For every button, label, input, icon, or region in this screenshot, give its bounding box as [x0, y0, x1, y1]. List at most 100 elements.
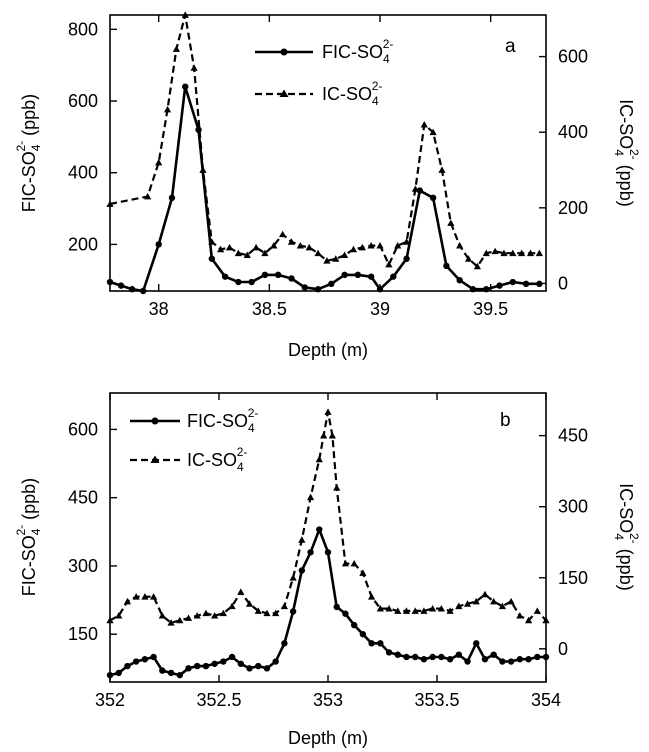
data-point-ic: [245, 600, 254, 607]
data-point-ic: [341, 559, 350, 567]
data-point-ic: [263, 609, 271, 617]
x-tick-label: 38.5: [252, 299, 287, 319]
data-point-fic: [261, 271, 269, 279]
x-axis-b: 352 352.5 353 353.5 354: [95, 393, 561, 710]
data-point-ic: [225, 243, 234, 251]
data-point-fic: [185, 665, 192, 672]
data-point-ic: [411, 607, 419, 614]
data-point-fic: [443, 262, 450, 270]
y-axis-title-right-b: IC-SO42- (ppb): [612, 483, 641, 590]
data-point-fic: [438, 653, 445, 661]
y-axis-left-a: 200 400 600 800: [68, 19, 117, 254]
data-point-ic: [464, 255, 473, 262]
data-point-ic: [332, 255, 340, 262]
panel-a: 38 38.5 39 39.5 200 400 600 800 0 200 400 600 Dep…: [14, 11, 641, 360]
data-point-fic: [316, 526, 323, 533]
y-tick-label-right: 300: [558, 497, 588, 517]
y-tick-label-right: 150: [558, 568, 588, 588]
data-point-ic: [376, 604, 384, 612]
data-point-ic: [385, 604, 393, 612]
data-point-ic: [163, 105, 172, 113]
data-point-ic: [456, 242, 464, 249]
data-point-fic: [525, 656, 532, 663]
x-tick-label: 353.5: [414, 690, 459, 710]
data-point-ic: [446, 607, 454, 614]
data-point-fic: [211, 660, 218, 667]
data-point-ic: [234, 249, 242, 257]
y-tick-label-right: 400: [558, 122, 588, 142]
legend-label-ic-b: IC-SO42-: [187, 445, 247, 474]
data-point-fic: [159, 667, 166, 674]
plot-frame-a: [109, 14, 547, 292]
y-axis-title-left-b: FIC-SO42- (ppb): [14, 478, 43, 596]
x-tick-label: 39: [370, 299, 390, 319]
data-point-ic: [340, 251, 349, 258]
data-point-ic: [315, 455, 323, 463]
data-point-ic: [141, 593, 149, 600]
data-point-fic: [367, 273, 375, 280]
data-point-ic: [358, 243, 366, 251]
data-point-fic: [455, 651, 462, 658]
data-point-fic: [333, 603, 340, 611]
legend-marker-fic-a: [280, 48, 288, 56]
data-point-ic: [261, 249, 269, 257]
series-line-fic: [109, 85, 540, 293]
data-point-ic: [491, 247, 499, 255]
y-tick-label-left: 150: [68, 624, 98, 644]
data-point-ic: [287, 238, 296, 245]
series-lines-b: [109, 410, 547, 677]
data-point-ic: [323, 257, 331, 264]
data-point-fic: [228, 653, 236, 661]
data-point-ic: [482, 249, 490, 257]
legend-b: FIC-SO42- IC-SO42-: [130, 406, 258, 474]
data-point-fic: [255, 662, 262, 670]
data-point-ic: [420, 121, 428, 128]
data-point-fic: [248, 278, 255, 286]
data-point-ic: [429, 128, 437, 136]
data-point-fic: [176, 671, 183, 679]
data-point-ic: [254, 607, 262, 614]
data-point-ic: [542, 616, 550, 624]
data-point-ic: [123, 597, 132, 605]
data-point-ic: [298, 536, 306, 543]
data-point-ic: [324, 408, 332, 415]
data-point-ic: [305, 243, 313, 251]
data-point-ic: [208, 238, 216, 245]
legend-label-fic-a: FIC-SO42-: [322, 37, 393, 66]
data-point-fic: [516, 656, 524, 663]
data-point-ic: [490, 597, 498, 605]
data-point-fic: [509, 278, 517, 286]
y-tick-label-right: 0: [558, 273, 568, 293]
data-point-ic: [518, 249, 526, 257]
data-point-fic: [350, 621, 358, 629]
panel-label-b: b: [500, 410, 511, 431]
data-point-ic: [402, 607, 411, 614]
y-tick-label-left: 200: [68, 234, 98, 254]
data-point-fic: [385, 649, 393, 656]
data-point-ic: [350, 559, 358, 567]
series-points-a: [106, 11, 543, 295]
data-point-ic: [289, 574, 297, 581]
data-point-ic: [438, 166, 446, 173]
legend-a: FIC-SO42- IC-SO42-: [255, 37, 393, 108]
data-point-ic: [279, 230, 287, 238]
x-tick-label: 38: [149, 299, 169, 319]
x-tick-label: 39.5: [473, 299, 508, 319]
data-point-ic: [280, 602, 288, 610]
data-point-fic: [403, 653, 410, 661]
legend-marker-fic-b: [151, 417, 159, 425]
y-axis-right-a: 0 200 400 600: [539, 47, 588, 293]
data-point-fic: [456, 277, 463, 284]
data-point-fic: [390, 273, 397, 280]
data-point-ic: [202, 609, 210, 617]
data-point-ic: [193, 612, 201, 619]
data-point-ic: [385, 260, 393, 268]
data-point-fic: [328, 280, 335, 288]
data-point-ic: [228, 602, 236, 610]
x-tick-label: 352: [95, 690, 125, 710]
data-point-fic: [483, 286, 490, 293]
data-point-fic: [307, 549, 314, 556]
y-tick-label-right: 200: [558, 198, 588, 218]
panel-label-a: a: [505, 36, 516, 57]
